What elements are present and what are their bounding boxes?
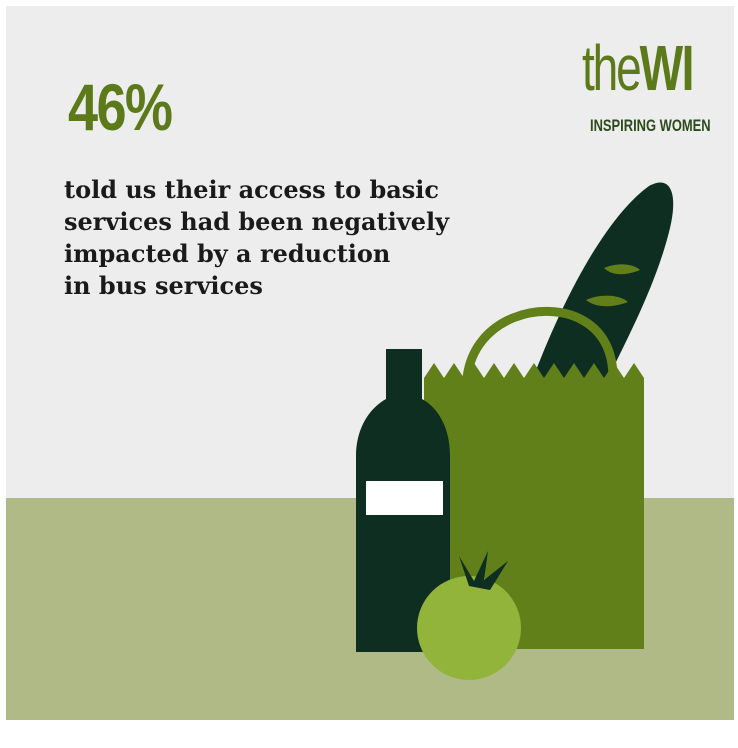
bottle-label xyxy=(366,481,443,515)
logo-word-main: WI xyxy=(639,32,695,104)
logo-wordmark: theWI xyxy=(582,36,694,101)
caption-line-2: services had been negatively xyxy=(64,207,450,236)
caption-line-1: told us their access to basic xyxy=(64,175,440,204)
groceries-illustration xyxy=(356,182,674,680)
bottle-icon xyxy=(356,349,450,652)
stat-value: 46% xyxy=(68,70,173,144)
logo-tagline: INSPIRING WOMEN xyxy=(590,116,711,135)
logo-word-prefix: the xyxy=(582,32,642,104)
apple-leaves xyxy=(459,551,508,590)
wi-logo: theWI INSPIRING WOMEN xyxy=(582,36,732,146)
caption-line-3: impacted by a reduction xyxy=(64,239,391,268)
apple-icon xyxy=(417,551,521,680)
baguette-icon xyxy=(533,182,674,378)
infographic-card: 46% told us their access to basic servic… xyxy=(6,6,734,720)
caption-line-4: in bus services xyxy=(64,271,263,300)
stat-caption: told us their access to basic services h… xyxy=(64,174,514,302)
